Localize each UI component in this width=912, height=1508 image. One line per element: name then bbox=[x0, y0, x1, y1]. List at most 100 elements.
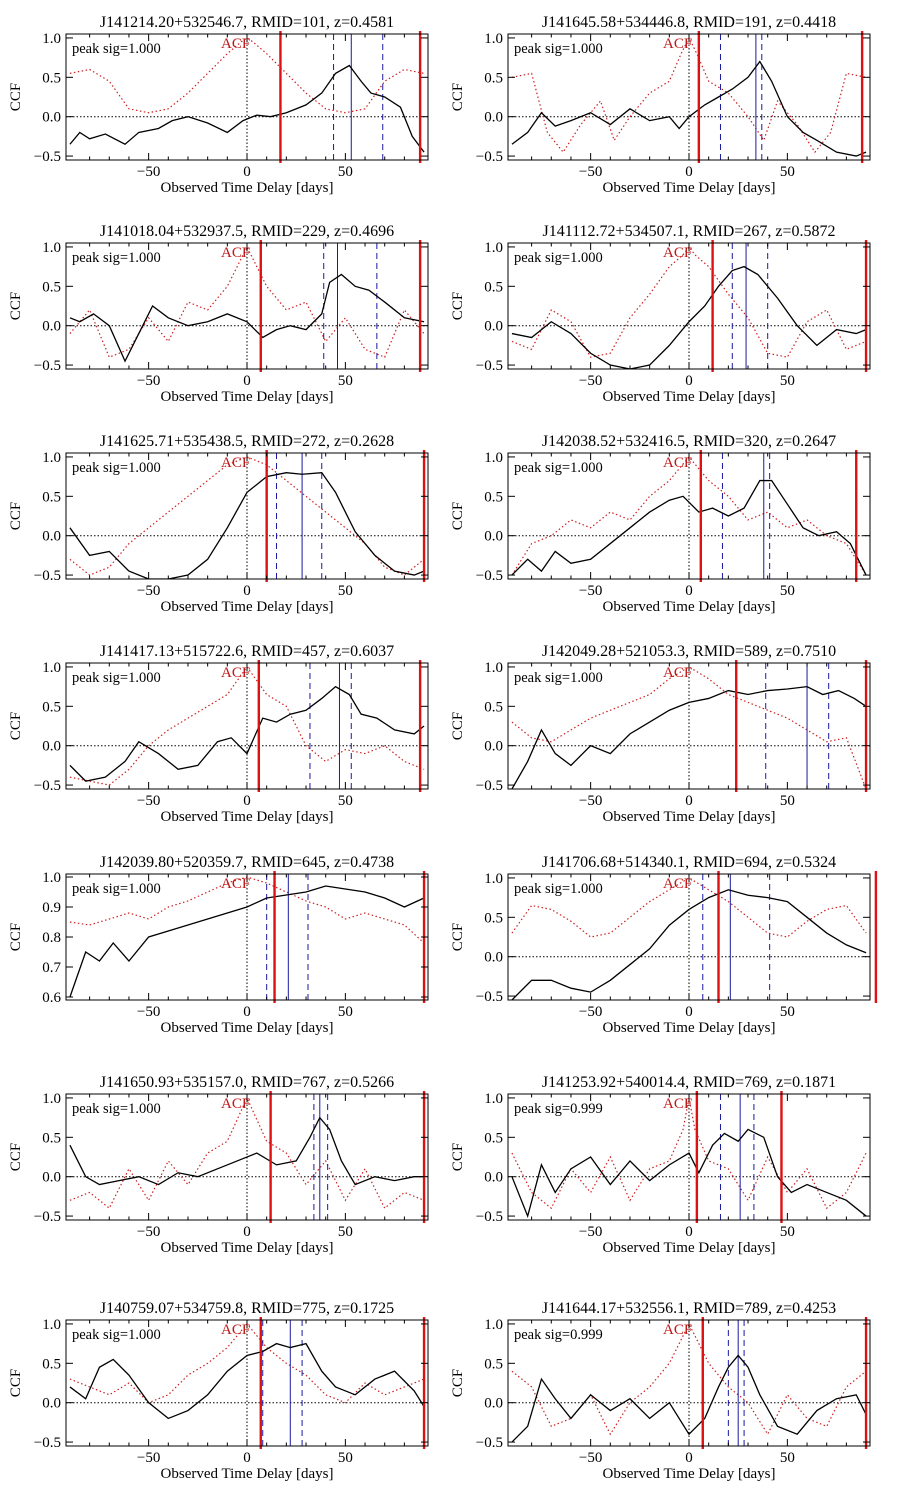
y-tick-label: 0.0 bbox=[42, 1396, 61, 1412]
x-axis-label: Observed Time Delay [days] bbox=[603, 180, 776, 196]
acf-label: ACF bbox=[221, 876, 250, 892]
acf-label: ACF bbox=[221, 665, 250, 681]
x-tick-label: 50 bbox=[780, 1224, 795, 1240]
panel-title: J141214.20+532546.7, RMID=101, z=0.4581 bbox=[100, 14, 394, 31]
x-tick-label: 50 bbox=[338, 793, 353, 809]
x-tick-label: 50 bbox=[780, 373, 795, 389]
y-tick-label: 1.0 bbox=[484, 31, 503, 47]
x-tick-label: −50 bbox=[579, 583, 602, 599]
ccf-panel-2: J141645.58+534446.8, RMID=191, z=0.4418 −… bbox=[450, 14, 871, 196]
y-tick-label: 1.0 bbox=[42, 1091, 61, 1107]
y-tick-label: 0.5 bbox=[42, 699, 61, 715]
x-tick-label: 0 bbox=[243, 793, 251, 809]
x-tick-label: 0 bbox=[685, 1004, 693, 1020]
ccf-curve bbox=[69, 1342, 425, 1420]
y-tick-label: −0.5 bbox=[34, 1435, 61, 1451]
y-tick-label: 0.7 bbox=[42, 960, 61, 976]
x-tick-label: −50 bbox=[579, 793, 602, 809]
ccf-curve bbox=[511, 889, 867, 1000]
x-axis-label: Observed Time Delay [days] bbox=[161, 1466, 334, 1482]
panel-title: J141650.93+535157.0, RMID=767, z=0.5266 bbox=[100, 1074, 394, 1091]
y-tick-label: −0.5 bbox=[476, 1435, 503, 1451]
x-tick-label: 0 bbox=[243, 373, 251, 389]
ccf-curve bbox=[511, 479, 867, 576]
y-tick-label: 0.5 bbox=[42, 1130, 61, 1146]
y-axis-label: CCF bbox=[8, 1143, 24, 1171]
acf-curve bbox=[511, 877, 867, 938]
x-axis-label: Observed Time Delay [days] bbox=[603, 1020, 776, 1036]
y-axis-label: CCF bbox=[8, 502, 24, 530]
panel-title: J142039.80+520359.7, RMID=645, z=0.4738 bbox=[100, 854, 394, 871]
peak-significance: peak sig=1.000 bbox=[72, 460, 161, 476]
y-axis-label: CCF bbox=[450, 1143, 466, 1171]
x-tick-label: −50 bbox=[137, 793, 160, 809]
acf-label: ACF bbox=[663, 1096, 692, 1112]
y-axis-label: CCF bbox=[450, 923, 466, 951]
peak-significance: peak sig=1.000 bbox=[514, 670, 603, 686]
ccf-panel-8: J142049.28+521053.3, RMID=589, z=0.7510 −… bbox=[450, 643, 871, 825]
ccf-panel-4: J141112.72+534507.1, RMID=267, z=0.5872 −… bbox=[450, 223, 871, 405]
acf-label: ACF bbox=[221, 36, 250, 52]
panel-title: J142049.28+521053.3, RMID=589, z=0.7510 bbox=[542, 643, 836, 660]
x-tick-label: 0 bbox=[685, 583, 693, 599]
y-tick-label: 0.5 bbox=[484, 1356, 503, 1372]
y-axis-label: CCF bbox=[450, 502, 466, 530]
y-tick-label: 0.5 bbox=[484, 489, 503, 505]
x-tick-label: 50 bbox=[780, 164, 795, 180]
x-tick-label: −50 bbox=[579, 373, 602, 389]
x-tick-label: 50 bbox=[338, 1224, 353, 1240]
y-tick-label: 1.0 bbox=[484, 450, 503, 466]
y-tick-label: 0.0 bbox=[484, 110, 503, 126]
y-tick-label: −0.5 bbox=[476, 568, 503, 584]
acf-label: ACF bbox=[221, 455, 250, 471]
y-tick-label: 1.0 bbox=[42, 450, 61, 466]
y-tick-label: 0.5 bbox=[42, 279, 61, 295]
y-tick-label: 0.0 bbox=[42, 529, 61, 545]
acf-label: ACF bbox=[663, 1322, 692, 1338]
y-axis-label: CCF bbox=[450, 292, 466, 320]
x-tick-label: 50 bbox=[780, 793, 795, 809]
x-axis-label: Observed Time Delay [days] bbox=[603, 389, 776, 405]
y-tick-label: 1.0 bbox=[484, 660, 503, 676]
y-axis-label: CCF bbox=[450, 712, 466, 740]
x-tick-label: −50 bbox=[579, 1450, 602, 1466]
y-tick-label: −0.5 bbox=[476, 778, 503, 794]
x-tick-label: 0 bbox=[243, 1004, 251, 1020]
x-tick-label: −50 bbox=[137, 373, 160, 389]
peak-significance: peak sig=1.000 bbox=[72, 881, 161, 897]
ccf-panel-12: J141253.92+540014.4, RMID=769, z=0.1871 −… bbox=[450, 1074, 871, 1256]
y-tick-label: 0.9 bbox=[42, 900, 61, 916]
x-axis-label: Observed Time Delay [days] bbox=[161, 809, 334, 825]
panel-title: J142038.52+532416.5, RMID=320, z=0.2647 bbox=[542, 433, 836, 450]
y-tick-label: 1.0 bbox=[484, 240, 503, 256]
x-tick-label: 50 bbox=[338, 1004, 353, 1020]
y-axis-label: CCF bbox=[8, 83, 24, 111]
y-tick-label: 1.0 bbox=[42, 240, 61, 256]
acf-curve bbox=[511, 455, 867, 576]
y-axis-label: CCF bbox=[8, 1369, 24, 1397]
y-tick-label: 0.6 bbox=[42, 990, 61, 1006]
peak-significance: peak sig=1.000 bbox=[72, 250, 161, 266]
peak-significance: peak sig=1.000 bbox=[72, 1101, 161, 1117]
x-tick-label: −50 bbox=[137, 1004, 160, 1020]
peak-significance: peak sig=0.999 bbox=[514, 1101, 603, 1117]
x-tick-label: −50 bbox=[579, 1004, 602, 1020]
y-tick-label: −0.5 bbox=[476, 1209, 503, 1225]
ccf-panel-3: J141018.04+532937.5, RMID=229, z=0.4696 −… bbox=[8, 223, 429, 405]
y-tick-label: 0.0 bbox=[484, 739, 503, 755]
y-axis-label: CCF bbox=[450, 1369, 466, 1397]
x-tick-label: 0 bbox=[243, 164, 251, 180]
acf-label: ACF bbox=[663, 455, 692, 471]
panel-title: J141625.71+535438.5, RMID=272, z=0.2628 bbox=[100, 433, 394, 450]
ccf-panel-14: J141644.17+532556.1, RMID=789, z=0.4253 −… bbox=[450, 1300, 871, 1482]
x-axis-label: Observed Time Delay [days] bbox=[161, 1020, 334, 1036]
y-tick-label: 0.0 bbox=[484, 529, 503, 545]
panel-title: J141253.92+540014.4, RMID=769, z=0.1871 bbox=[542, 1074, 836, 1091]
y-tick-label: −0.5 bbox=[34, 1209, 61, 1225]
x-axis-label: Observed Time Delay [days] bbox=[161, 1240, 334, 1256]
x-tick-label: 50 bbox=[338, 583, 353, 599]
y-axis-label: CCF bbox=[8, 923, 24, 951]
x-tick-label: −50 bbox=[137, 164, 160, 180]
y-tick-label: 0.0 bbox=[42, 319, 61, 335]
